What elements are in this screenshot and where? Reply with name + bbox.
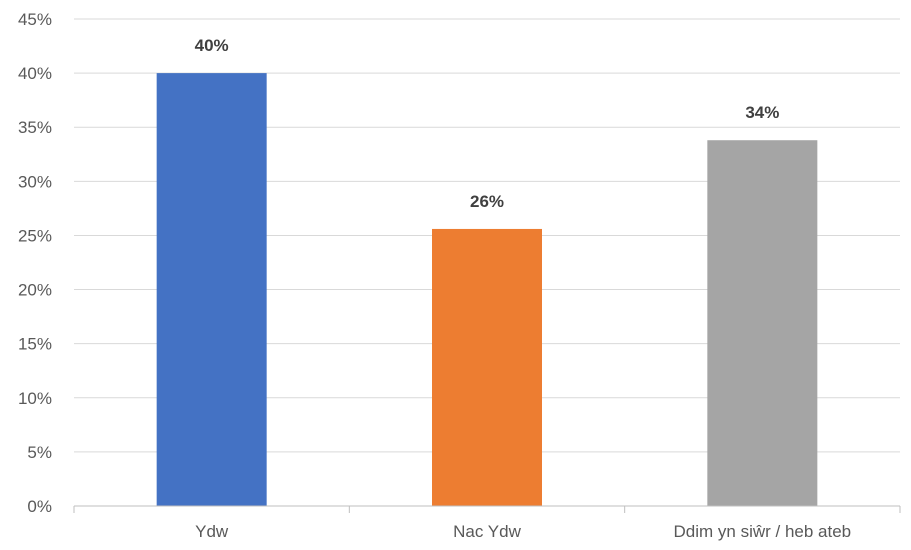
- y-tick-label: 0%: [27, 497, 52, 516]
- y-tick-label: 40%: [18, 64, 52, 83]
- y-tick-label: 45%: [18, 10, 52, 29]
- bar-2: [432, 228, 542, 506]
- data-labels: 40% 26% 34%: [195, 36, 780, 211]
- x-category-label: Ddim yn siŵr / heb ateb: [674, 522, 852, 541]
- bar-1: [156, 73, 267, 506]
- y-tick-label: 5%: [27, 443, 52, 462]
- data-label: 40%: [195, 36, 229, 55]
- data-label: 34%: [745, 103, 779, 122]
- y-axis-tick-labels: 0% 5% 10% 15% 20% 25% 30% 35% 40% 45%: [18, 10, 52, 516]
- y-tick-label: 20%: [18, 281, 52, 300]
- x-category-label: Ydw: [195, 522, 229, 541]
- y-tick-label: 30%: [18, 172, 52, 191]
- bars: [156, 73, 818, 506]
- y-tick-label: 15%: [18, 335, 52, 354]
- data-label: 26%: [470, 192, 504, 211]
- x-category-label: Nac Ydw: [453, 522, 521, 541]
- y-tick-label: 10%: [18, 389, 52, 408]
- x-axis: Ydw Nac Ydw Ddim yn siŵr / heb ateb: [73, 505, 901, 541]
- bar-3: [707, 140, 818, 506]
- y-tick-label: 35%: [18, 118, 52, 137]
- y-tick-label: 25%: [18, 226, 52, 245]
